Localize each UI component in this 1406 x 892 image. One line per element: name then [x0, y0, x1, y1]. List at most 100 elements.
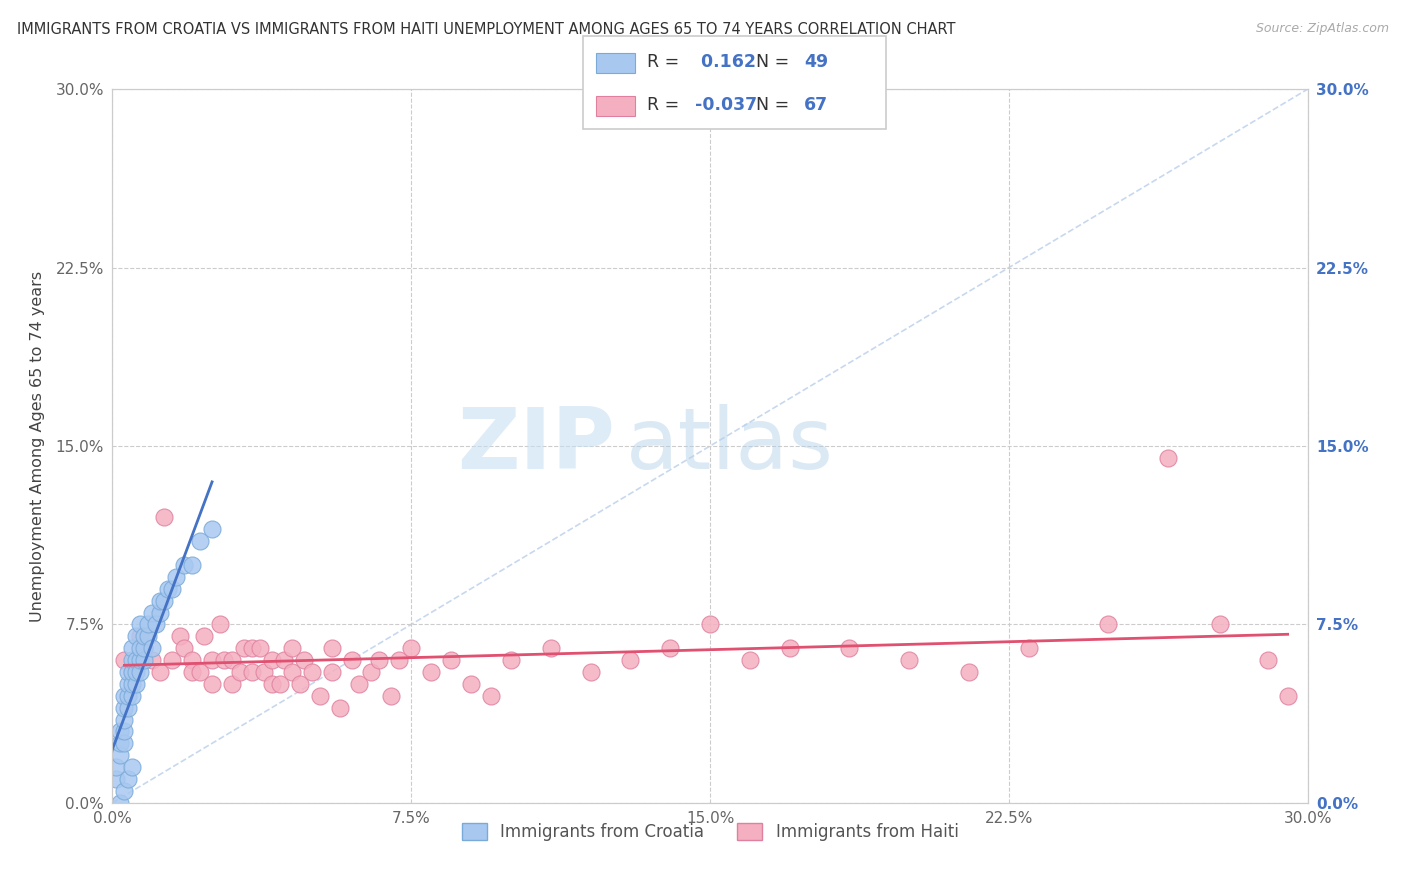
Point — [181, 653, 204, 667]
Point — [779, 641, 801, 656]
Point — [114, 784, 135, 798]
Point — [619, 653, 641, 667]
Text: 67: 67 — [804, 96, 828, 114]
Text: ZIP: ZIP — [457, 404, 614, 488]
Point — [212, 653, 235, 667]
Point — [281, 641, 304, 656]
Point — [129, 665, 152, 679]
Point — [125, 665, 148, 679]
Point — [188, 665, 211, 679]
Text: -0.037: -0.037 — [696, 96, 758, 114]
Point — [201, 653, 224, 667]
Point — [288, 677, 311, 691]
Point — [1209, 617, 1232, 632]
Point — [121, 689, 143, 703]
Point — [188, 534, 211, 549]
Point — [292, 653, 315, 667]
Point — [153, 510, 176, 524]
Point — [321, 665, 343, 679]
Point — [240, 665, 263, 679]
Text: 0.162: 0.162 — [696, 54, 756, 71]
Point — [121, 665, 143, 679]
Point — [129, 629, 152, 643]
Point — [134, 653, 156, 667]
Y-axis label: Unemployment Among Ages 65 to 74 years: Unemployment Among Ages 65 to 74 years — [30, 270, 45, 622]
Point — [253, 665, 276, 679]
Bar — [596, 95, 636, 116]
Point — [165, 570, 187, 584]
Point — [138, 617, 160, 632]
Point — [110, 724, 132, 739]
Point — [540, 641, 562, 656]
Point — [401, 641, 423, 656]
Point — [201, 677, 224, 691]
Point — [380, 689, 402, 703]
Point — [898, 653, 921, 667]
Point — [579, 665, 602, 679]
Point — [114, 713, 135, 727]
Point — [162, 582, 183, 596]
Point — [233, 641, 256, 656]
Point — [460, 677, 482, 691]
Point — [117, 772, 139, 786]
Text: IMMIGRANTS FROM CROATIA VS IMMIGRANTS FROM HAITI UNEMPLOYMENT AMONG AGES 65 TO 7: IMMIGRANTS FROM CROATIA VS IMMIGRANTS FR… — [17, 22, 955, 37]
Point — [125, 629, 148, 643]
Point — [229, 665, 252, 679]
Point — [105, 772, 128, 786]
Text: atlas: atlas — [627, 404, 834, 488]
Point — [838, 641, 860, 656]
Point — [260, 653, 283, 667]
Point — [125, 653, 148, 667]
FancyBboxPatch shape — [583, 36, 886, 129]
Point — [153, 593, 176, 607]
Text: R =: R = — [647, 96, 679, 114]
Point — [368, 653, 391, 667]
Point — [181, 665, 204, 679]
Point — [114, 724, 135, 739]
Point — [479, 689, 502, 703]
Point — [329, 700, 352, 714]
Point — [110, 748, 132, 763]
Point — [249, 641, 271, 656]
Point — [169, 629, 191, 643]
Legend: Immigrants from Croatia, Immigrants from Haiti: Immigrants from Croatia, Immigrants from… — [456, 816, 965, 848]
Point — [173, 558, 195, 572]
Point — [162, 653, 183, 667]
Point — [659, 641, 682, 656]
Point — [134, 641, 156, 656]
Point — [1257, 653, 1279, 667]
Point — [321, 641, 343, 656]
Point — [209, 617, 232, 632]
Text: 49: 49 — [804, 54, 828, 71]
Point — [181, 558, 204, 572]
Point — [273, 653, 295, 667]
Point — [349, 677, 371, 691]
Point — [125, 677, 148, 691]
Text: Source: ZipAtlas.com: Source: ZipAtlas.com — [1256, 22, 1389, 36]
Point — [1018, 641, 1040, 656]
Point — [281, 665, 304, 679]
Point — [260, 677, 283, 691]
Point — [149, 665, 172, 679]
Point — [114, 689, 135, 703]
Point — [121, 653, 143, 667]
Point — [340, 653, 363, 667]
Point — [121, 665, 143, 679]
Point — [420, 665, 443, 679]
Point — [193, 629, 215, 643]
Point — [738, 653, 761, 667]
Point — [141, 606, 163, 620]
Point — [110, 736, 132, 750]
Point — [173, 641, 195, 656]
Point — [157, 582, 180, 596]
Point — [114, 653, 135, 667]
Point — [121, 677, 143, 691]
Point — [221, 653, 243, 667]
Point — [117, 700, 139, 714]
Point — [269, 677, 291, 691]
Bar — [596, 53, 636, 73]
Point — [301, 665, 323, 679]
Point — [129, 641, 152, 656]
Point — [114, 736, 135, 750]
Point — [105, 760, 128, 774]
